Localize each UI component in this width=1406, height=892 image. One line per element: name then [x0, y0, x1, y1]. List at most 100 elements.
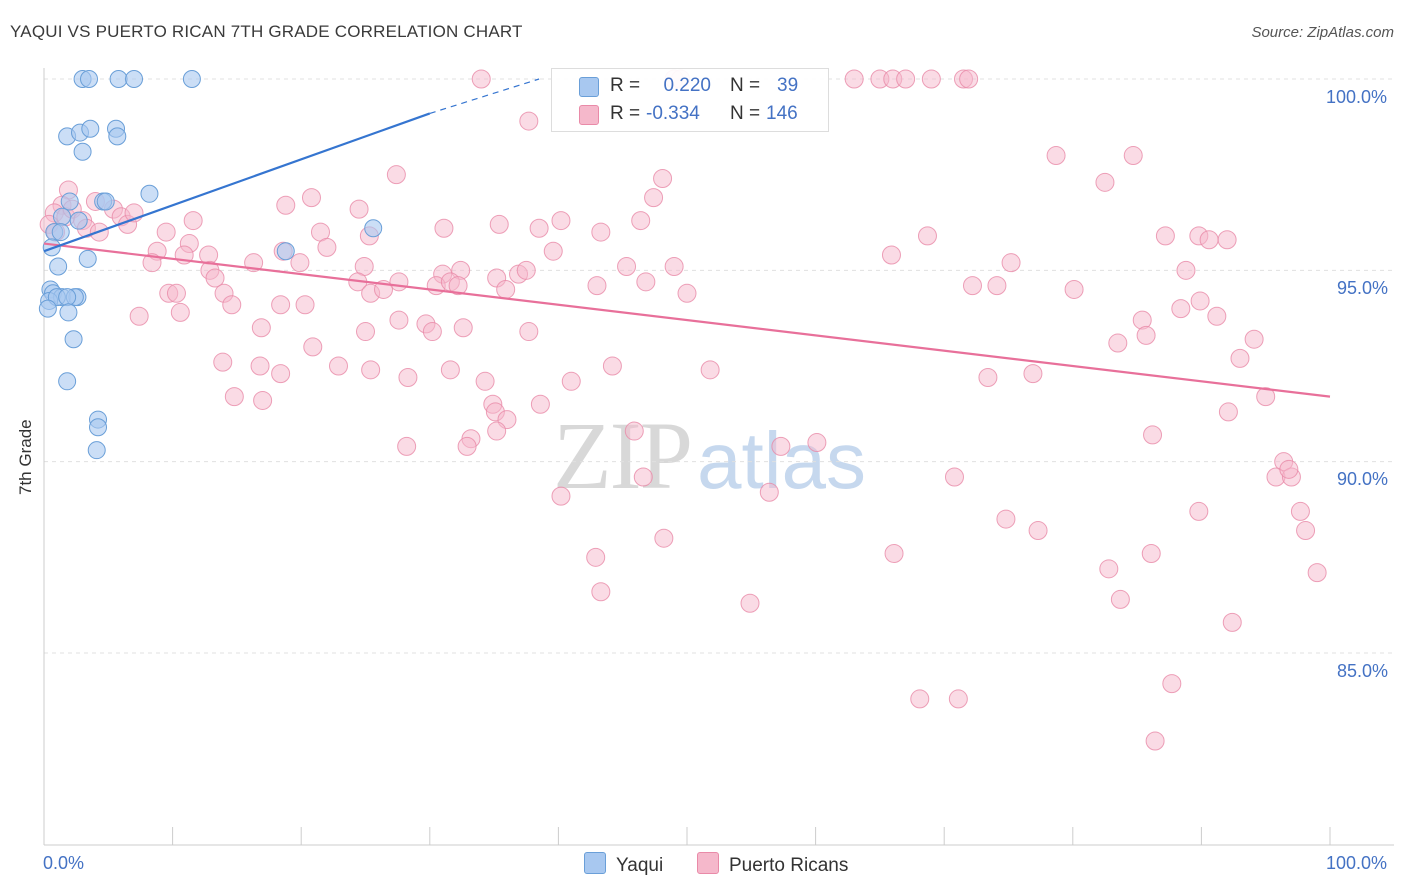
yaqui-point [53, 207, 72, 226]
legend-swatch-puerto-ricans [579, 105, 599, 125]
puerto-ricans-point [434, 218, 454, 238]
puerto-ricans-point [529, 218, 549, 238]
puerto-ricans-point [213, 352, 233, 372]
puerto-ricans-point [224, 387, 244, 407]
puerto-ricans-point [1023, 364, 1043, 384]
yaqui-point [60, 192, 79, 211]
legend-n-label: N = [730, 103, 761, 124]
legend-n-label: N = [730, 75, 761, 96]
puerto-ricans-point [1230, 348, 1250, 368]
yaqui-point [58, 288, 77, 307]
puerto-ricans-point [1099, 559, 1119, 579]
yaqui-point [69, 211, 88, 230]
legend-swatch-yaqui [584, 852, 606, 874]
puerto-ricans-point [1189, 501, 1209, 521]
puerto-ricans-point [591, 582, 611, 602]
puerto-ricans-point [654, 528, 674, 548]
puerto-ricans-point [1108, 333, 1128, 353]
puerto-ricans-point [1217, 230, 1237, 250]
puerto-ricans-point [251, 318, 271, 338]
puerto-ricans-point [644, 188, 664, 208]
puerto-ricans-point [1244, 329, 1264, 349]
yaqui-point [59, 303, 78, 322]
puerto-ricans-point [962, 276, 982, 296]
puerto-ricans-point [740, 593, 760, 613]
puerto-ricans-point [1256, 387, 1276, 407]
legend-item-puerto-ricans: Puerto Ricans [697, 852, 848, 877]
puerto-ricans-point [386, 165, 406, 185]
puerto-ricans-point [896, 69, 916, 89]
puerto-ricans-point [636, 272, 656, 292]
puerto-ricans-point [1136, 325, 1156, 345]
stats-legend: R = 0.220 N = 39 R = -0.334 N = 146 [551, 68, 829, 132]
puerto-ricans-point [586, 547, 606, 567]
puerto-ricans-point [166, 283, 186, 303]
puerto-ricans-point [457, 436, 477, 456]
puerto-ricans-point [561, 371, 581, 391]
puerto-ricans-point [183, 211, 203, 231]
puerto-ricans-point [664, 257, 684, 277]
puerto-ricans-point [1155, 226, 1175, 246]
yaqui-point [78, 249, 97, 268]
puerto-ricans-point [633, 467, 653, 487]
y-tick-label-95: 95.0% [1337, 278, 1389, 298]
legend-r-label: R = [610, 75, 641, 96]
yaqui-point [58, 372, 77, 391]
puerto-ricans-point [551, 211, 571, 231]
puerto-ricans-point [301, 188, 321, 208]
puerto-ricans-point [1222, 612, 1242, 632]
x-tick-label-max: 100.0% [1326, 853, 1388, 873]
puerto-ricans-point [440, 360, 460, 380]
puerto-ricans-points [39, 69, 1327, 751]
puerto-ricans-point [910, 689, 930, 709]
puerto-ricans-point [1001, 253, 1021, 273]
puerto-ricans-point [1290, 501, 1310, 521]
puerto-ricans-point [1218, 402, 1238, 422]
yaqui-trend-line [43, 112, 431, 253]
watermark-atlas: atlas [697, 416, 866, 505]
yaqui-point [80, 70, 99, 88]
legend-r-label: R = [610, 103, 641, 124]
legend-item-yaqui: Yaqui [584, 852, 663, 877]
puerto-ricans-point [389, 310, 409, 330]
puerto-ricans-trend-line [43, 242, 1331, 398]
yaqui-trend-extension [429, 78, 540, 115]
yaqui-point [81, 119, 100, 138]
puerto-ricans-point [759, 482, 779, 502]
puerto-ricans-point [530, 394, 550, 414]
puerto-ricans-point [516, 260, 536, 280]
puerto-ricans-point [398, 367, 418, 387]
legend-swatch-yaqui [579, 77, 599, 97]
puerto-ricans-point [1162, 674, 1182, 694]
puerto-ricans-point [987, 276, 1007, 296]
chart-title: YAQUI VS PUERTO RICAN 7TH GRADE CORRELAT… [10, 22, 523, 41]
yaqui-point [64, 330, 83, 349]
puerto-ricans-point [587, 276, 607, 296]
puerto-ricans-point [361, 360, 381, 380]
puerto-ricans-point [677, 283, 697, 303]
puerto-ricans-point [156, 222, 176, 242]
puerto-ricans-point [978, 367, 998, 387]
puerto-ricans-point [1143, 425, 1163, 445]
puerto-ricans-point [489, 214, 509, 234]
puerto-ricans-point [271, 295, 291, 315]
puerto-ricans-point [1095, 172, 1115, 192]
y-axis-title: 7th Grade [16, 419, 35, 495]
puerto-ricans-point [303, 337, 323, 357]
puerto-ricans-point [543, 241, 563, 261]
yaqui-point [125, 70, 144, 88]
yaqui-point [364, 219, 383, 238]
puerto-ricans-point [475, 371, 495, 391]
yaqui-points [38, 70, 383, 460]
puerto-ricans-point [1296, 521, 1316, 541]
legend-row-yaqui: R = 0.220 N = 39 [552, 72, 828, 100]
yaqui-point [73, 142, 92, 161]
puerto-ricans-point [948, 689, 968, 709]
puerto-ricans-point [1207, 306, 1227, 326]
legend-label-yaqui: Yaqui [616, 855, 664, 876]
grid-layer [44, 78, 1394, 654]
puerto-ricans-point [1176, 260, 1196, 280]
yaqui-point [276, 242, 295, 261]
puerto-ricans-point [453, 318, 473, 338]
legend-swatch-puerto-ricans [697, 852, 719, 874]
